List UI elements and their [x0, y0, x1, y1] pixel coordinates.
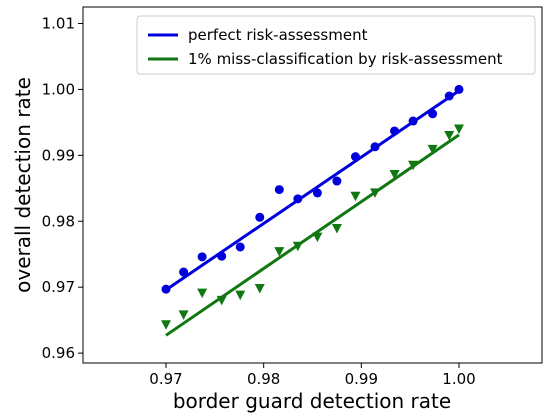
y-tick-label: 1.00 [42, 80, 75, 98]
point-miss [235, 291, 245, 301]
x-tick-label: 0.99 [345, 370, 378, 388]
point-perfect [236, 242, 245, 251]
point-perfect [255, 213, 264, 222]
point-miss [197, 289, 207, 299]
point-perfect [445, 92, 454, 101]
y-tick-label: 1.01 [42, 14, 75, 32]
x-axis-label: border guard detection rate [173, 389, 451, 413]
x-tick-label: 1.00 [442, 370, 475, 388]
point-perfect [275, 185, 284, 194]
point-miss [332, 224, 342, 234]
point-miss [255, 284, 265, 294]
y-tick-label: 0.96 [42, 344, 75, 362]
point-miss [454, 124, 464, 134]
legend-label-perfect: perfect risk-assessment [188, 26, 368, 44]
y-axis-label: overall detection rate [11, 77, 35, 293]
point-miss [161, 320, 171, 330]
point-perfect [198, 252, 207, 261]
y-tick-label: 0.99 [42, 146, 75, 164]
data-points [161, 85, 464, 330]
point-miss [350, 192, 360, 202]
point-perfect [371, 142, 380, 151]
legend: perfect risk-assessment 1% miss-classifi… [137, 16, 535, 74]
point-perfect [313, 188, 322, 197]
y-tick-label: 0.98 [42, 212, 75, 230]
point-perfect [409, 117, 418, 126]
point-perfect [162, 285, 171, 294]
x-tick-label: 0.97 [149, 370, 182, 388]
y-tick-label: 0.97 [42, 278, 75, 296]
point-perfect [293, 194, 302, 203]
legend-label-miss: 1% miss-classification by risk-assessmen… [188, 50, 503, 68]
point-perfect [217, 252, 226, 261]
point-perfect [428, 109, 437, 118]
fit-lines [166, 91, 459, 336]
point-perfect [332, 177, 341, 186]
x-tick-label: 0.98 [247, 370, 280, 388]
point-perfect [454, 85, 463, 94]
point-miss [179, 310, 189, 320]
point-perfect [351, 152, 360, 161]
point-perfect [390, 126, 399, 135]
point-perfect [179, 268, 188, 277]
point-miss [312, 233, 322, 243]
